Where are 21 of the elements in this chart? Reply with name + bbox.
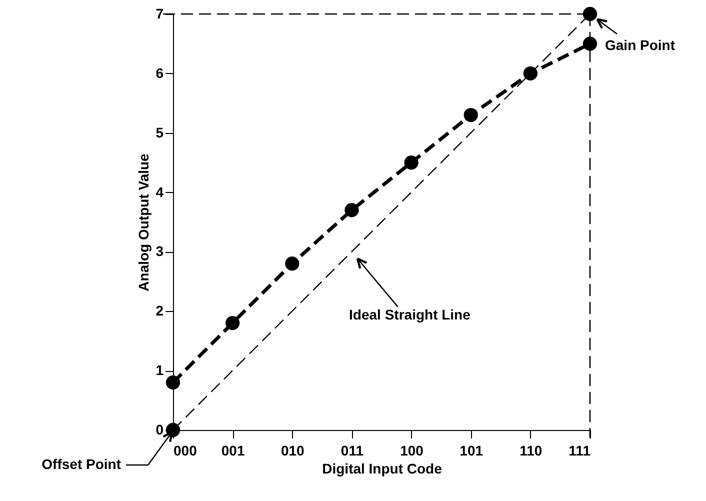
x-tick-label: 000 xyxy=(174,442,198,458)
text: Offset Point xyxy=(42,456,122,472)
y-tick-label: 3 xyxy=(156,243,164,260)
y-tick-label: 4 xyxy=(156,184,164,200)
annotation: Ideal Straight Line xyxy=(349,306,471,323)
y-tick-label: 1 xyxy=(156,362,164,378)
annotation: Gain Point xyxy=(605,37,676,53)
x-tick-label: 101 xyxy=(460,442,484,458)
x-tick-label: 111 xyxy=(568,442,591,458)
x-tick-label: 010 xyxy=(280,442,305,458)
y-tick-label: 2 xyxy=(156,302,164,319)
y-axis-title: Analog Output Value xyxy=(136,153,152,292)
y-tick-label: 0 xyxy=(156,422,164,438)
y-tick-label: 6 xyxy=(156,64,164,81)
y-tick-label: 7 xyxy=(156,6,164,22)
x-tick-label: 001 xyxy=(221,442,245,458)
y-tick-label: 5 xyxy=(156,124,164,140)
x-tick-label: 110 xyxy=(520,442,542,458)
x-tick-label: 011 xyxy=(340,442,364,458)
x-tick-label: 100 xyxy=(400,442,424,458)
x-axis-title: Digital Input Code xyxy=(322,460,442,476)
